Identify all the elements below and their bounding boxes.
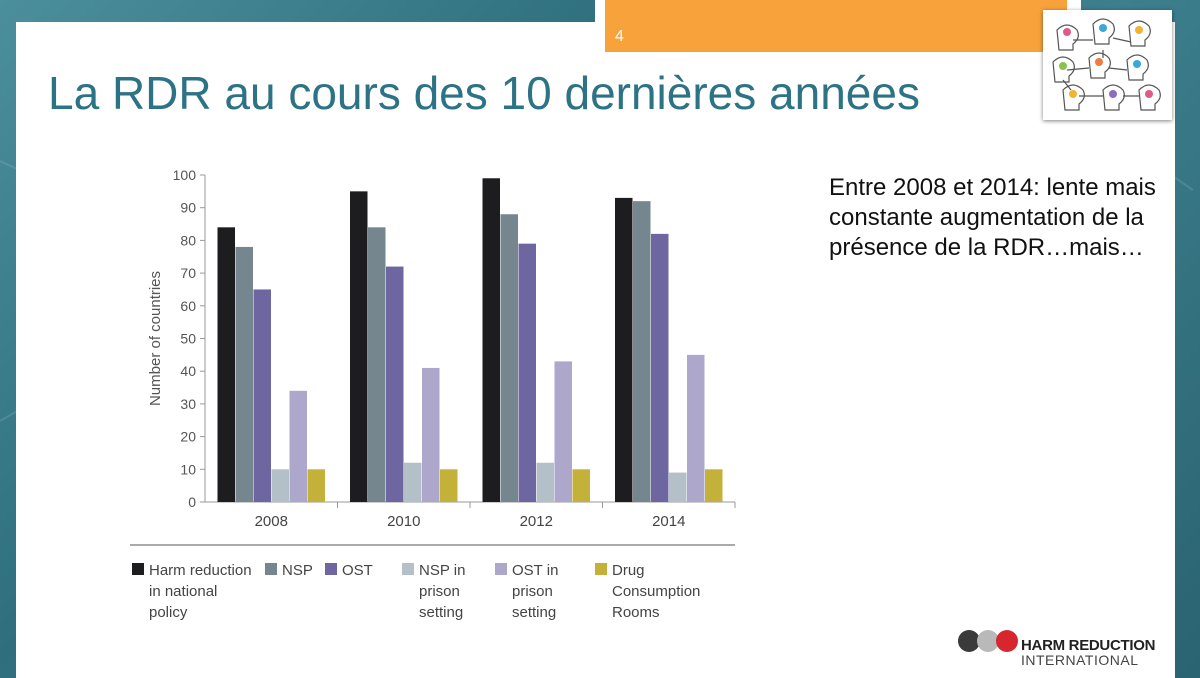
bar (633, 201, 651, 502)
network-heads-logo (1043, 10, 1172, 120)
hri-logo-line2: INTERNATIONAL (1021, 652, 1139, 668)
bar (422, 367, 440, 502)
bar (386, 266, 404, 502)
bar (518, 243, 536, 503)
legend-label: prison (419, 583, 460, 600)
page-number-tab: 4 (595, 0, 1081, 58)
y-tick-label: 70 (180, 265, 196, 281)
legend-swatch (402, 563, 414, 575)
bar (651, 233, 669, 503)
bar (289, 390, 307, 502)
legend-swatch (325, 563, 337, 575)
slide-title: La RDR au cours des 10 dernières années (48, 67, 920, 119)
y-tick-label: 80 (180, 232, 196, 248)
legend-label: Drug (612, 562, 645, 579)
bar (271, 469, 289, 502)
y-tick-label: 60 (180, 298, 196, 314)
legend-label: in national (149, 583, 217, 600)
legend-swatch (595, 563, 607, 575)
legend-label: NSP (282, 562, 313, 579)
legend-swatch (495, 563, 507, 575)
legend-label: prison (512, 583, 553, 600)
y-tick-label: 40 (180, 363, 196, 379)
legend-label: Rooms (612, 604, 660, 621)
legend-swatch (132, 563, 144, 575)
y-tick-label: 100 (173, 167, 197, 183)
page-number-banner: 4 (605, 0, 1067, 52)
hri-logo-mark (958, 630, 1018, 652)
bar-chart-svg: 0 10 20 30 40 50 60 70 80 90 100 Number of countrie… (130, 167, 736, 621)
x-tick-label: 2012 (520, 513, 553, 530)
y-tick-label: 0 (188, 494, 196, 510)
legend-label: OST (342, 562, 373, 579)
x-tick-label: 2014 (652, 513, 685, 530)
y-tick-label: 90 (180, 200, 196, 216)
bar (482, 178, 500, 502)
bar (235, 246, 253, 502)
legend-label: Consumption (612, 583, 700, 600)
y-tick-label: 30 (180, 396, 196, 412)
page-number: 4 (615, 28, 624, 45)
bar (687, 354, 705, 502)
y-tick-label: 50 (180, 331, 196, 347)
bar (368, 227, 386, 502)
x-tick-label: 2008 (255, 513, 288, 530)
x-tick-label: 2010 (387, 513, 420, 530)
bar (350, 191, 368, 502)
slide-commentary: Entre 2008 et 2014: lente mais constante… (829, 174, 1156, 261)
y-tick-label: 20 (180, 429, 196, 445)
bar (705, 469, 723, 502)
bar (572, 469, 590, 502)
legend-label: policy (149, 604, 188, 621)
bar (440, 469, 458, 502)
bar (217, 227, 235, 502)
legend-swatch (265, 563, 277, 575)
legend-label: NSP in (419, 562, 465, 579)
y-tick-label: 10 (180, 461, 196, 477)
y-axis-label: Number of countries (147, 271, 164, 406)
bar (669, 472, 687, 502)
hri-logo: HARM REDUCTION INTERNATIONAL (955, 625, 1170, 670)
bar (615, 197, 633, 502)
bar (554, 361, 572, 502)
legend-label: Harm reduction (149, 562, 252, 579)
legend-label: OST in (512, 562, 558, 579)
bar (307, 469, 325, 502)
legend-label: setting (512, 604, 556, 621)
bar (404, 462, 422, 502)
bar (253, 289, 271, 502)
hri-logo-line1: HARM REDUCTION (1021, 637, 1156, 654)
bar (500, 214, 518, 503)
legend-label: setting (419, 604, 463, 621)
bar-chart: 0 10 20 30 40 50 60 70 80 90 100 Number of countrie… (130, 155, 750, 635)
bar (536, 462, 554, 502)
